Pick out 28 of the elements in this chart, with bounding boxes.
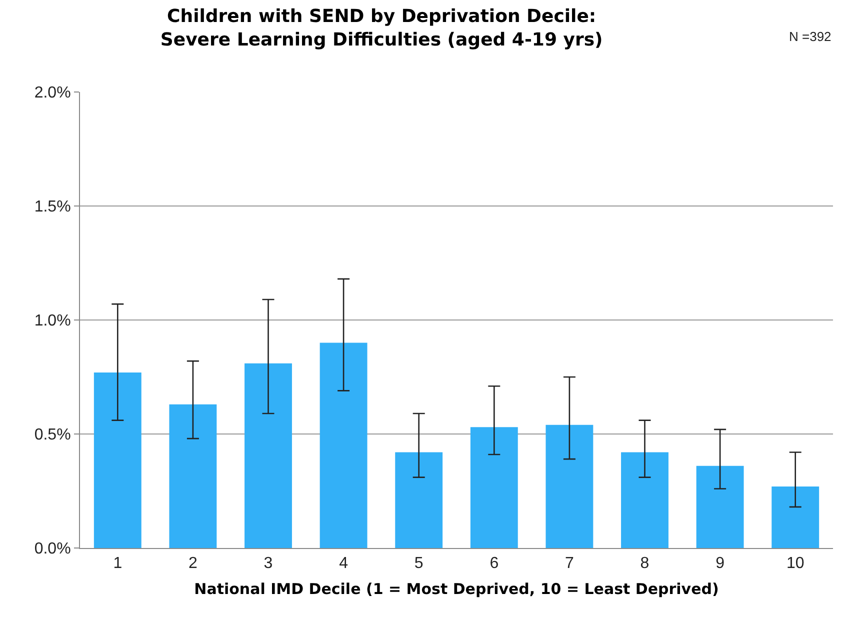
y-tick-label: 0.0% [34,540,71,558]
bar [94,372,142,548]
bar [470,427,518,548]
bar [244,363,292,548]
x-tick-label: 10 [786,555,804,572]
x-tick-label: 5 [414,555,424,572]
bar [546,424,594,548]
y-tick-label: 1.5% [34,198,71,216]
x-tick-label: 8 [640,555,650,572]
text: N =392 [789,29,832,44]
y-tick-label: 1.0% [34,312,71,330]
x-tick-label: 6 [490,555,499,572]
x-axis-title: National IMD Decile (1 = Most Deprived, 10 = Least Deprived) [194,580,719,598]
x-tick-label: 1 [113,555,122,572]
x-tick-label: 9 [716,555,725,572]
x-tick-label: 2 [188,555,198,572]
y-tick-label: 2.0% [34,84,71,102]
bar [772,486,820,548]
bar [395,452,443,548]
bar [696,466,744,548]
bar [621,452,668,548]
x-tick-label: 4 [339,555,348,572]
chart-title: Children with SEND by Deprivation Decile: Severe Learning Difficulties (aged 4-19 yrs) [160,6,603,50]
bar [320,342,368,548]
y-tick-label: 0.5% [34,426,71,444]
x-tick-label: 7 [564,555,574,572]
bar [169,404,217,548]
x-tick-label: 3 [264,555,273,572]
